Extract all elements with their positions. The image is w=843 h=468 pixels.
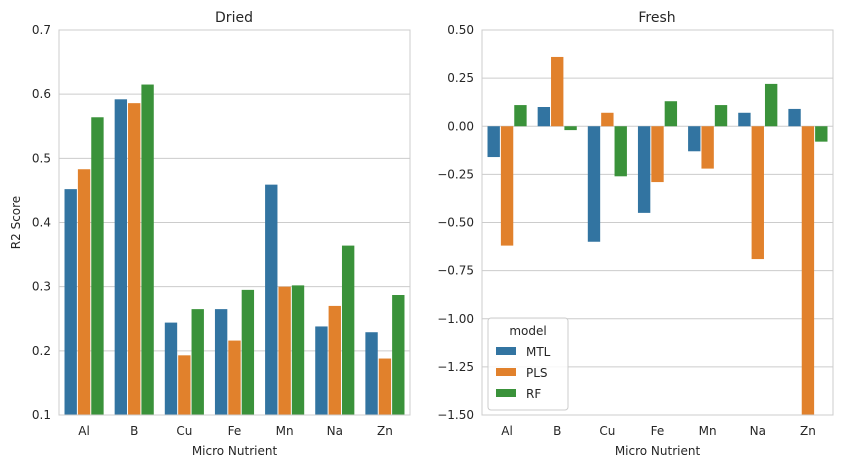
y-tick-label: 0.7 [32,23,51,37]
x-tick-label: Mn [699,424,717,438]
x-tick-label: Fe [228,424,242,438]
y-tick-label: 0.3 [32,280,51,294]
y-axis-title: R2 Score [9,196,23,249]
bar-rf-zn [815,126,828,142]
x-tick-label: Na [327,424,343,438]
y-tick-label: −0.75 [437,264,474,278]
bar-pls-b [128,103,141,416]
bar-mtl-fe [214,309,228,415]
bar-mtl-fe [637,126,651,213]
bar-mtl-b [537,107,551,127]
bar-rf-fe [241,289,255,415]
x-tick-label: Al [501,424,513,438]
bar-rf-na [341,245,355,415]
legend-label-mtl: MTL [526,345,551,359]
bar-mtl-zn [788,108,801,127]
bar-rf-mn [714,105,728,127]
y-tick-label: −1.00 [437,312,474,326]
y-tick-label: 0.1 [32,408,51,422]
y-tick-label: 0.2 [32,344,51,358]
y-tick-label: −0.25 [437,167,474,181]
x-tick-label: Zn [377,424,393,438]
y-tick-label: −1.25 [437,360,474,374]
bar-mtl-zn [365,332,378,415]
y-tick-label: −1.50 [437,408,474,422]
y-tick-label: 0.00 [447,119,474,133]
bar-rf-al [514,105,527,127]
bar-pls-cu [178,355,191,415]
legend-swatch-mtl [496,347,516,355]
x-tick-label: Cu [176,424,192,438]
x-axis-title: Micro Nutrient [615,444,701,458]
bar-mtl-al [487,126,500,158]
bar-pls-fe [228,340,241,415]
bar-rf-zn [392,295,405,415]
bar-pls-cu [601,112,614,127]
x-tick-label: Mn [276,424,294,438]
axes-frame [481,29,834,416]
y-tick-label: −0.50 [437,216,474,230]
bar-pls-mn [701,126,714,169]
bar-rf-b [141,84,154,416]
legend-swatch-rf [496,389,516,397]
bar-mtl-na [315,326,328,415]
x-tick-label: B [553,424,561,438]
x-tick-label: Fe [651,424,665,438]
legend-label-pls: PLS [526,366,548,380]
panel-title: Fresh [638,10,675,26]
axes-frame [58,29,411,416]
bar-rf-al [91,117,104,416]
panel-title: Dried [215,10,253,26]
y-tick-label: 0.5 [32,151,51,165]
bar-rf-na [764,83,778,127]
bar-rf-mn [291,285,305,415]
bar-mtl-cu [587,126,601,242]
legend-title: model [509,324,546,338]
bar-rf-cu [191,309,204,415]
x-tick-label: Zn [800,424,816,438]
bar-rf-cu [614,126,627,177]
y-tick-label: 0.6 [32,87,51,101]
bar-pls-al [77,169,91,415]
bar-mtl-b [114,99,128,416]
bar-pls-al [500,126,514,246]
bar-pls-b [551,56,564,127]
bar-mtl-mn [265,184,278,415]
panel-dried: 0.1 0.2 0.3 0.4 0.5 0.6 0.7 Al B Cu Fe Mn Na Zn Dried M… [9,10,411,458]
bar-pls-fe [651,126,664,183]
x-tick-label: Na [750,424,766,438]
legend: model MTL PLS RF [487,317,569,411]
bar-mtl-mn [688,126,701,152]
bar-pls-na [328,305,341,415]
y-tick-label: 0.50 [447,23,474,37]
y-tick-label: 0.25 [447,71,474,85]
bar-pls-na [751,126,764,260]
x-tick-label: Cu [599,424,615,438]
bar-pls-zn [801,126,815,415]
legend-box [487,317,569,411]
bar-mtl-na [738,112,751,127]
x-tick-label: Al [78,424,90,438]
legend-swatch-pls [496,368,516,376]
bar-rf-fe [664,101,678,127]
y-tick-label: 0.4 [32,216,51,230]
bar-mtl-al [64,189,77,415]
bar-pls-zn [378,358,392,415]
x-axis-title: Micro Nutrient [192,444,278,458]
bar-pls-mn [278,286,291,415]
x-tick-label: B [130,424,138,438]
bar-mtl-cu [164,322,178,415]
bar-rf-b [564,126,577,131]
panel-fresh: −1.50 −1.25 −1.00 −0.75 −0.50 −0.25 0.00 0.25 0.… [437,10,834,458]
legend-label-rf: RF [526,387,541,401]
